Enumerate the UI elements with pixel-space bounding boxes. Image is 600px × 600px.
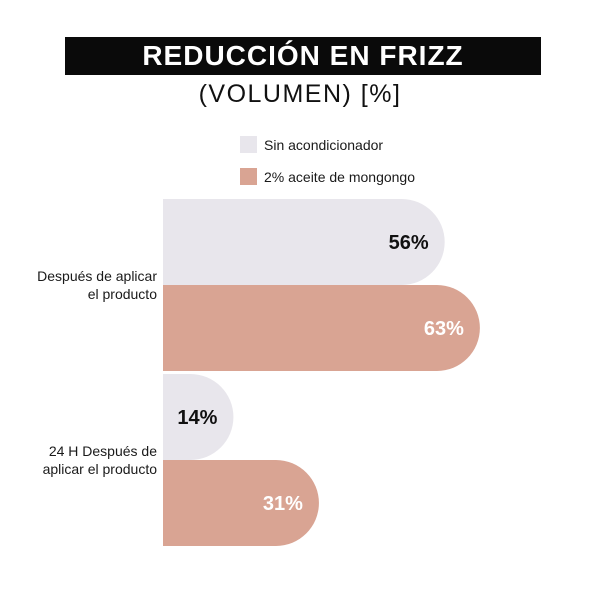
category-label: 24 H Después de aplicar el producto	[43, 443, 158, 477]
chart-subtitle: (VOLUMEN) [%]	[198, 80, 402, 108]
category-label-line: 24 H Después de	[49, 443, 157, 459]
legend-swatch	[240, 136, 257, 153]
category-label: Después de aplicar el producto	[37, 268, 157, 302]
legend-swatch	[240, 168, 257, 185]
chart-title: REDUCCIÓN EN FRIZZ	[65, 37, 541, 75]
data-label: 14%	[177, 407, 217, 429]
bar	[163, 199, 445, 285]
bar	[163, 460, 319, 546]
category-label-line: el producto	[88, 286, 157, 302]
legend-label: 2% aceite de mongongo	[264, 168, 415, 185]
category-label-line: aplicar el producto	[43, 461, 158, 477]
data-label: 31%	[263, 493, 303, 515]
data-label: 63%	[424, 318, 464, 340]
data-label: 56%	[389, 232, 429, 254]
legend-item-sin-acondicionador: Sin acondicionador	[240, 136, 383, 153]
legend-label: Sin acondicionador	[264, 136, 384, 153]
bar	[163, 374, 234, 460]
category-label-line: Después de aplicar	[37, 268, 157, 284]
legend-item-aceite-mongongo: 2% aceite de mongongo	[240, 168, 415, 185]
bar	[163, 285, 480, 371]
